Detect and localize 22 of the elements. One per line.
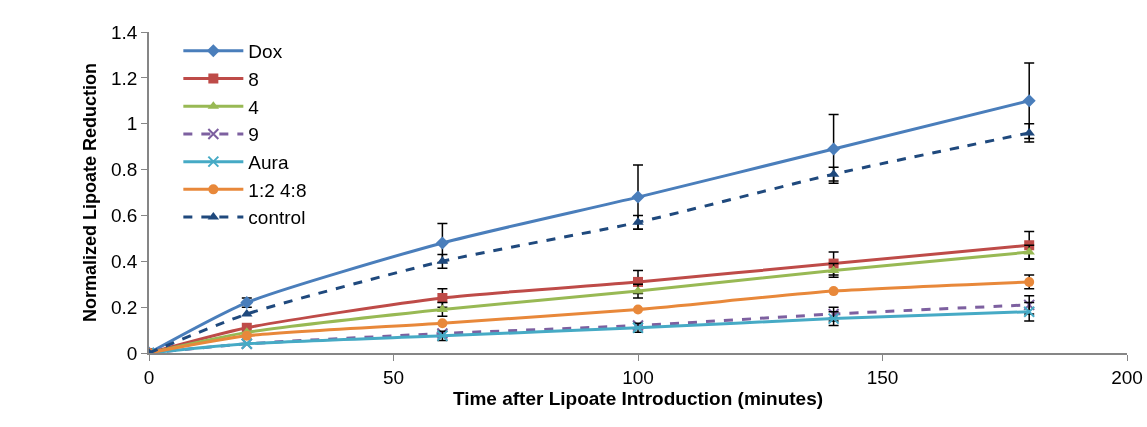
legend-label: Dox [248,41,283,63]
legend-label: 4 [248,96,260,118]
y-tick-label: 1.2 [111,67,138,89]
y-tick-label: 1 [126,113,138,135]
y-tick-label: 0.2 [111,296,138,318]
legend-label: Aura [248,152,289,174]
y-tick-label: 0.4 [111,250,138,272]
x-tick-label: 0 [143,366,155,388]
y-tick-label: 0.6 [111,205,138,227]
x-tick-label: 100 [622,366,654,388]
legend-label: 9 [248,124,259,146]
legend-label: 8 [248,68,259,90]
x-tick-label: 50 [382,366,405,388]
y-tick-label: 1.4 [111,21,138,43]
legend-label: 1:2 4:8 [248,179,307,201]
y-axis-title: Normalized Lipoate Reduction [79,62,100,323]
y-tick-label: 0.8 [111,159,138,181]
legend-label: control [248,207,306,229]
x-tick-label: 200 [1111,366,1143,388]
y-tick-label: 0 [126,342,138,364]
x-tick-label: 150 [866,366,899,388]
x-axis-title: Time after Lipoate Introduction (minutes) [452,387,824,409]
